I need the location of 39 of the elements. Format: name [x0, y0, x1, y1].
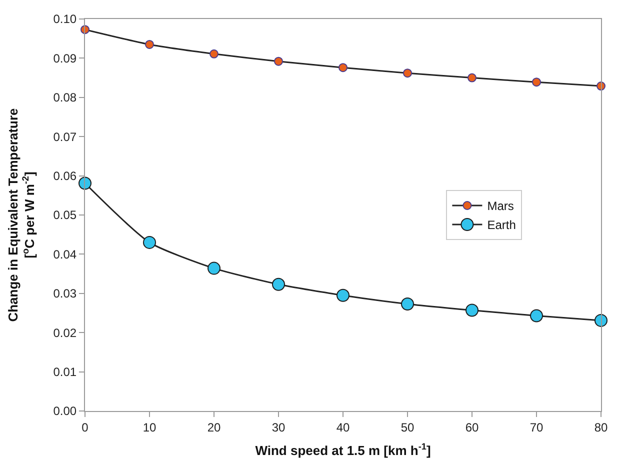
- x-tick-label: 50: [400, 420, 414, 434]
- point: [210, 49, 218, 58]
- y-tick-label: 0.08: [53, 90, 77, 105]
- point: [336, 288, 350, 302]
- point: [594, 314, 608, 327]
- y-tick-label: 0.10: [53, 12, 77, 26]
- y-tick-label: 0.03: [53, 286, 77, 301]
- point: [468, 73, 476, 82]
- y-tick-label: 0.00: [53, 404, 77, 418]
- legend-label: Earth: [487, 218, 516, 232]
- point: [145, 40, 154, 49]
- y-tick-label: 0.04: [53, 247, 77, 262]
- x-tick-label: 0: [82, 420, 89, 434]
- y-tick-label: 0.05: [53, 208, 77, 222]
- point: [530, 309, 543, 322]
- point: [532, 78, 541, 87]
- point: [466, 304, 478, 317]
- x-tick-label: 20: [207, 420, 221, 434]
- point: [403, 68, 412, 78]
- point: [338, 63, 348, 72]
- legend-label: Mars: [487, 199, 514, 214]
- x-tick-label: 70: [530, 420, 544, 434]
- y-tick-label: 0.02: [53, 326, 77, 340]
- point: [401, 297, 414, 310]
- point: [272, 278, 285, 291]
- y-tick-label: 0.09: [53, 51, 77, 66]
- x-tick-label: 40: [336, 420, 350, 434]
- y-tick-label: 0.07: [53, 130, 77, 144]
- y-tick-label: 0.06: [53, 169, 77, 183]
- point: [274, 56, 283, 66]
- x-tick-label: 30: [272, 420, 286, 434]
- x-axis-title: Wind speed at 1.5 m [km h$^{-1}$]: [255, 442, 431, 458]
- point: [78, 176, 92, 190]
- x-tick-label: 80: [594, 420, 608, 434]
- point: [143, 236, 156, 249]
- y-tick-label: 0.01: [53, 365, 77, 379]
- point: [208, 262, 220, 275]
- x-tick-label: 60: [465, 420, 479, 434]
- x-tick-label: 10: [142, 420, 156, 434]
